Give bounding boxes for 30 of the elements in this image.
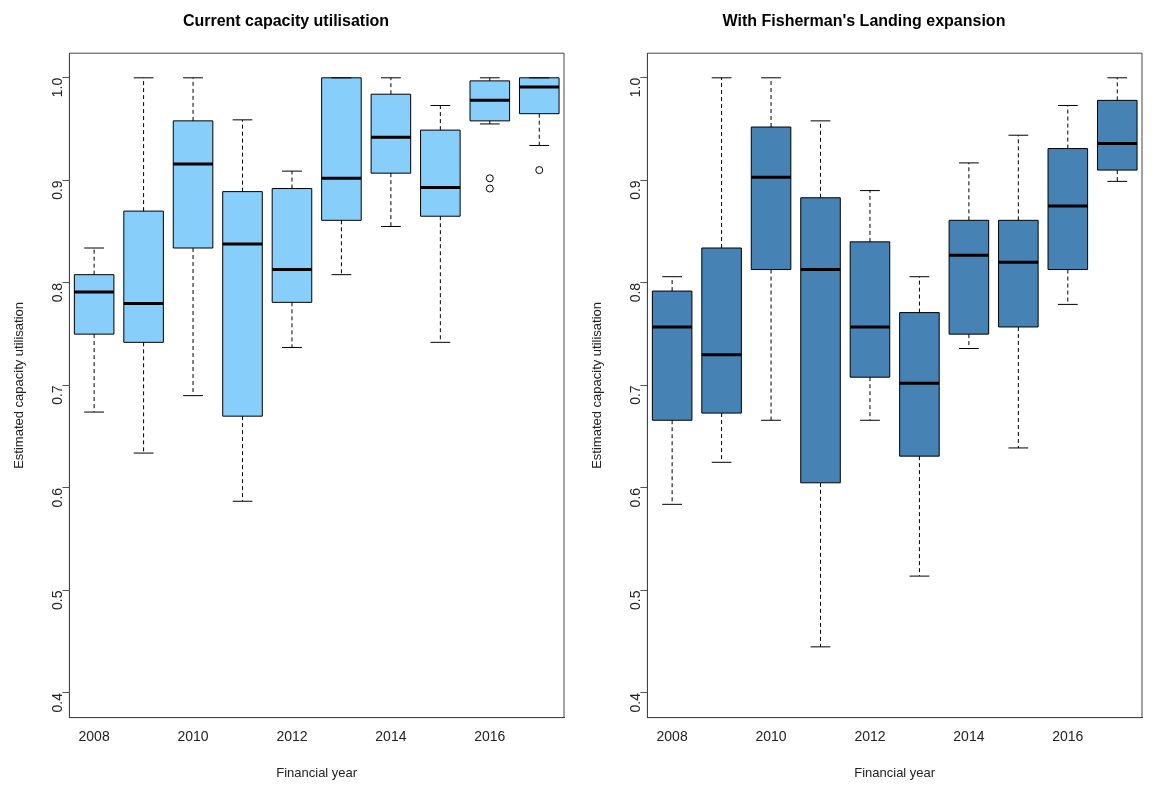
x-tick-label: 2008	[78, 727, 110, 744]
x-tick-label: 2016	[1052, 727, 1084, 744]
y-tick-label: 0.4	[627, 692, 644, 713]
x-tick-label: 2014	[953, 727, 985, 744]
chart-title: Current capacity utilisation	[182, 12, 390, 30]
y-tick-label: 1.0	[49, 77, 66, 98]
y-axis-title: Estimated capacity utilisation	[11, 301, 27, 469]
y-tick-label: 0.7	[49, 385, 66, 405]
y-tick-label: 0.8	[627, 282, 644, 303]
y-tick-label: 0.8	[49, 282, 66, 303]
y-tick-label: 0.6	[49, 487, 66, 508]
y-tick-label: 0.5	[627, 590, 644, 610]
y-tick-label: 0.7	[627, 385, 644, 405]
y-axis-title: Estimated capacity utilisation	[589, 301, 605, 469]
x-tick-label: 2016	[474, 727, 506, 744]
y-tick-label: 0.4	[49, 692, 66, 713]
x-tick-label: 2012	[276, 727, 308, 744]
x-axis-title: Financial year	[276, 764, 358, 780]
chart-title: With Fisherman's Landing expansion	[722, 12, 1006, 30]
x-tick-label: 2010	[177, 727, 209, 744]
x-tick-label: 2012	[854, 727, 886, 744]
x-axis-title: Financial year	[854, 764, 936, 780]
y-tick-label: 0.6	[627, 487, 644, 508]
y-tick-label: 0.9	[627, 180, 644, 200]
x-tick-label: 2010	[755, 727, 787, 744]
y-tick-label: 1.0	[627, 77, 644, 98]
y-tick-label: 0.9	[49, 180, 66, 200]
x-tick-label: 2008	[656, 727, 688, 744]
y-tick-label: 0.5	[49, 590, 66, 610]
x-tick-label: 2014	[375, 727, 407, 744]
